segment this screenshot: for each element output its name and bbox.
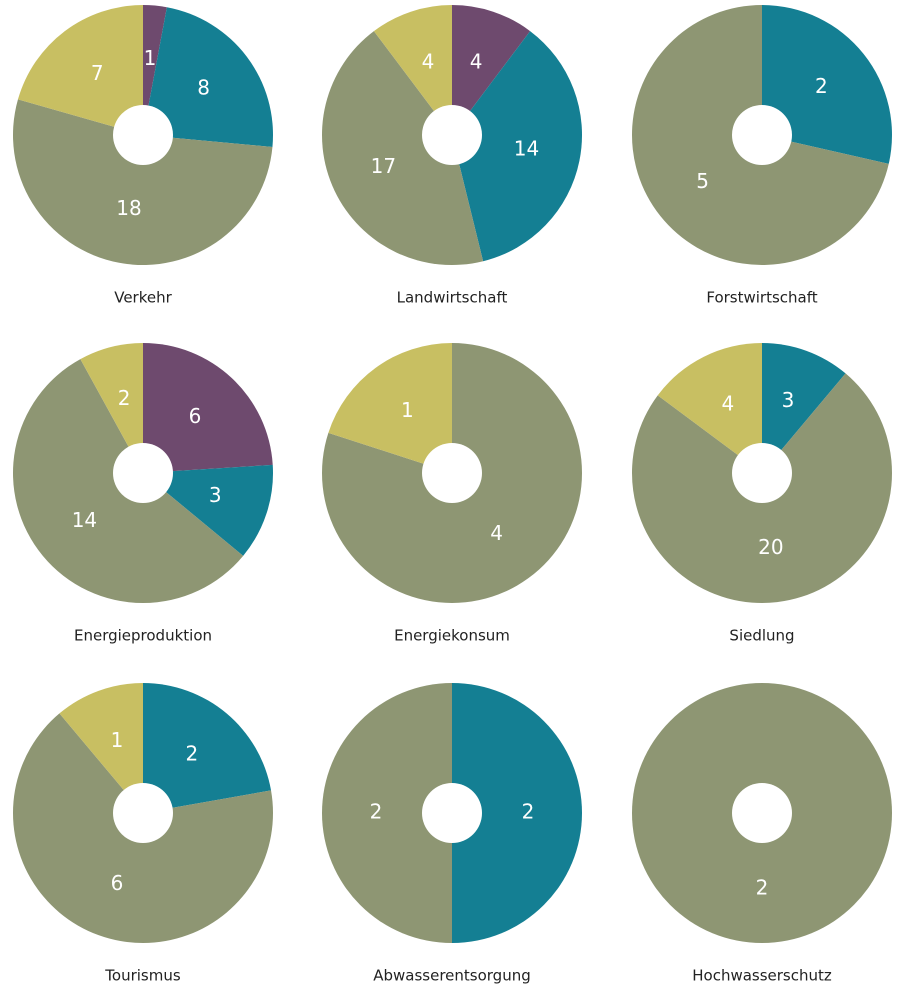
donut-hole xyxy=(422,443,482,503)
pie-slice xyxy=(17,5,144,135)
slice-label: 4 xyxy=(470,49,483,73)
donut-chart: 4 1 Energiekonsum xyxy=(322,343,582,645)
slice-label: 14 xyxy=(514,137,539,161)
slice-label: 6 xyxy=(111,871,124,895)
donut-hole xyxy=(113,105,173,165)
slice-label: 1 xyxy=(111,728,124,752)
slice-label: 1 xyxy=(144,46,157,70)
slice-label: 2 xyxy=(370,800,383,824)
slice-label: 2 xyxy=(118,386,131,410)
chart-title: Abwasserentsorgung xyxy=(373,967,531,985)
chart-title: Siedlung xyxy=(729,627,794,645)
donut-hole xyxy=(422,783,482,843)
slice-label: 6 xyxy=(189,404,202,428)
pie-slice xyxy=(143,464,273,556)
pie-slice xyxy=(452,5,531,135)
slice-label: 3 xyxy=(782,388,795,412)
slice-label: 8 xyxy=(197,76,210,100)
pie-slice xyxy=(143,683,272,813)
donut-chart: 2 5 Forstwirtschaft xyxy=(632,5,892,307)
slice-label: 7 xyxy=(91,61,104,85)
pie-slice xyxy=(328,343,452,473)
donut-chart: 2 Hochwasserschutz xyxy=(632,683,892,985)
chart-title: Landwirtschaft xyxy=(397,289,508,307)
pie-slice xyxy=(762,5,892,164)
donut-hole xyxy=(113,443,173,503)
slice-label: 14 xyxy=(72,508,97,532)
pie-slice xyxy=(143,7,273,147)
pie-slice xyxy=(59,683,144,813)
slice-label: 2 xyxy=(756,876,769,900)
donut-chart: 2 6 1 Tourismus xyxy=(12,683,273,985)
pie-slice xyxy=(80,343,143,473)
pie-slice xyxy=(143,5,167,135)
slice-label: 4 xyxy=(422,49,435,73)
slice-label: 18 xyxy=(116,196,141,220)
donut-chart: 2 2 Abwasserentsorgung xyxy=(322,683,582,985)
chart-title: Forstwirtschaft xyxy=(706,289,817,307)
donut-hole xyxy=(113,783,173,843)
pie-slice xyxy=(762,343,846,473)
slice-label: 4 xyxy=(490,521,503,545)
slice-label: 17 xyxy=(371,154,396,178)
donut-hole xyxy=(732,105,792,165)
pie-slice xyxy=(373,5,452,135)
slice-label: 1 xyxy=(401,398,414,422)
slice-label: 2 xyxy=(815,74,828,98)
chart-title: Energiekonsum xyxy=(394,627,510,645)
donut-chart: 6 3 14 2 Energieproduktion xyxy=(13,343,273,645)
slice-label: 2 xyxy=(185,741,198,765)
chart-title: Hochwasserschutz xyxy=(692,967,832,985)
slice-label: 5 xyxy=(696,169,709,193)
donut-hole xyxy=(422,105,482,165)
pie-slice xyxy=(452,31,582,262)
chart-title: Energieproduktion xyxy=(74,627,212,645)
slice-label: 2 xyxy=(522,800,535,824)
slice-label: 4 xyxy=(722,392,735,416)
pie-slice xyxy=(13,99,273,265)
pie-slice xyxy=(322,31,484,265)
pie-slice xyxy=(452,683,582,943)
pie-slice xyxy=(657,343,762,473)
chart-title: Tourismus xyxy=(104,967,181,985)
slice-label: 20 xyxy=(758,535,783,559)
donut-chart: 4 14 17 4 Landwirtschaft xyxy=(322,5,582,307)
donut-hole xyxy=(732,783,792,843)
chart-title: Verkehr xyxy=(114,289,172,307)
donut-chart: 3 20 4 Siedlung xyxy=(632,343,892,645)
pie-slice xyxy=(143,343,273,473)
slice-label: 3 xyxy=(209,483,222,507)
donut-hole xyxy=(732,443,792,503)
pie-slice xyxy=(322,683,452,943)
